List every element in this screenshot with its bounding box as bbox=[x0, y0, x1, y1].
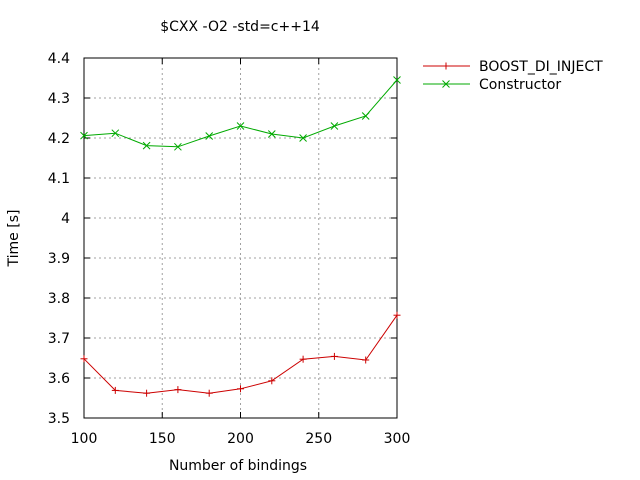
data-point bbox=[393, 76, 401, 84]
x-tick-label: 200 bbox=[227, 431, 254, 447]
grid-lines bbox=[84, 58, 397, 418]
data-point bbox=[362, 356, 370, 364]
data-point bbox=[268, 377, 276, 385]
legend-label: Constructor bbox=[479, 77, 561, 93]
data-point bbox=[393, 311, 401, 319]
data-point bbox=[236, 122, 245, 130]
data-point bbox=[267, 130, 276, 138]
data-point bbox=[330, 352, 338, 360]
x-tick-label: 100 bbox=[71, 431, 98, 447]
y-tick-label: 3.6 bbox=[48, 371, 70, 387]
data-point bbox=[143, 389, 151, 397]
x-axis-label: Number of bindings bbox=[169, 458, 307, 474]
y-tick-label: 4 bbox=[61, 211, 70, 227]
legend-entry: Constructor bbox=[423, 77, 561, 93]
data-point bbox=[361, 112, 370, 120]
y-tick-label: 3.5 bbox=[48, 411, 70, 427]
chart-title: $CXX -O2 -std=c++14 bbox=[160, 19, 320, 35]
y-tick-label: 4.4 bbox=[48, 51, 70, 67]
data-point bbox=[80, 131, 88, 140]
y-tick-label: 3.7 bbox=[48, 331, 70, 347]
legend-label: BOOST_DI_INJECT bbox=[479, 59, 603, 75]
y-tick-label: 3.9 bbox=[48, 251, 70, 267]
series-boost-di-inject bbox=[80, 311, 401, 397]
data-point bbox=[299, 134, 307, 142]
series-constructor bbox=[80, 76, 401, 151]
x-tick-label: 300 bbox=[384, 431, 411, 447]
data-point bbox=[111, 129, 120, 138]
x-axis: 100 150 200 250 300 bbox=[71, 58, 411, 447]
data-point bbox=[174, 386, 182, 394]
x-tick-label: 150 bbox=[149, 431, 176, 447]
legend-marker bbox=[442, 62, 450, 70]
y-tick-label: 3.8 bbox=[48, 291, 70, 307]
data-point bbox=[299, 355, 307, 363]
data-point bbox=[237, 385, 244, 393]
legend-marker bbox=[442, 80, 450, 88]
y-tick-label: 4.3 bbox=[48, 91, 70, 107]
legend-entry: BOOST_DI_INJECT bbox=[423, 59, 603, 75]
data-point bbox=[205, 389, 213, 397]
series-layer bbox=[80, 76, 401, 397]
data-point bbox=[111, 386, 119, 394]
y-tick-label: 4.1 bbox=[48, 171, 70, 187]
data-point bbox=[205, 132, 214, 140]
y-axis-label: Time [s] bbox=[6, 210, 22, 268]
y-axis: 3.5 3.6 3.7 3.8 3.9 4 4.1 4.2 4.3 4.4 bbox=[48, 51, 397, 427]
legend: BOOST_DI_INJECT Constructor bbox=[423, 59, 603, 93]
data-point bbox=[174, 142, 182, 151]
data-point bbox=[80, 355, 88, 363]
data-point bbox=[142, 141, 151, 150]
x-tick-label: 250 bbox=[305, 431, 332, 447]
y-tick-label: 4.2 bbox=[48, 131, 70, 147]
data-point bbox=[330, 122, 339, 130]
